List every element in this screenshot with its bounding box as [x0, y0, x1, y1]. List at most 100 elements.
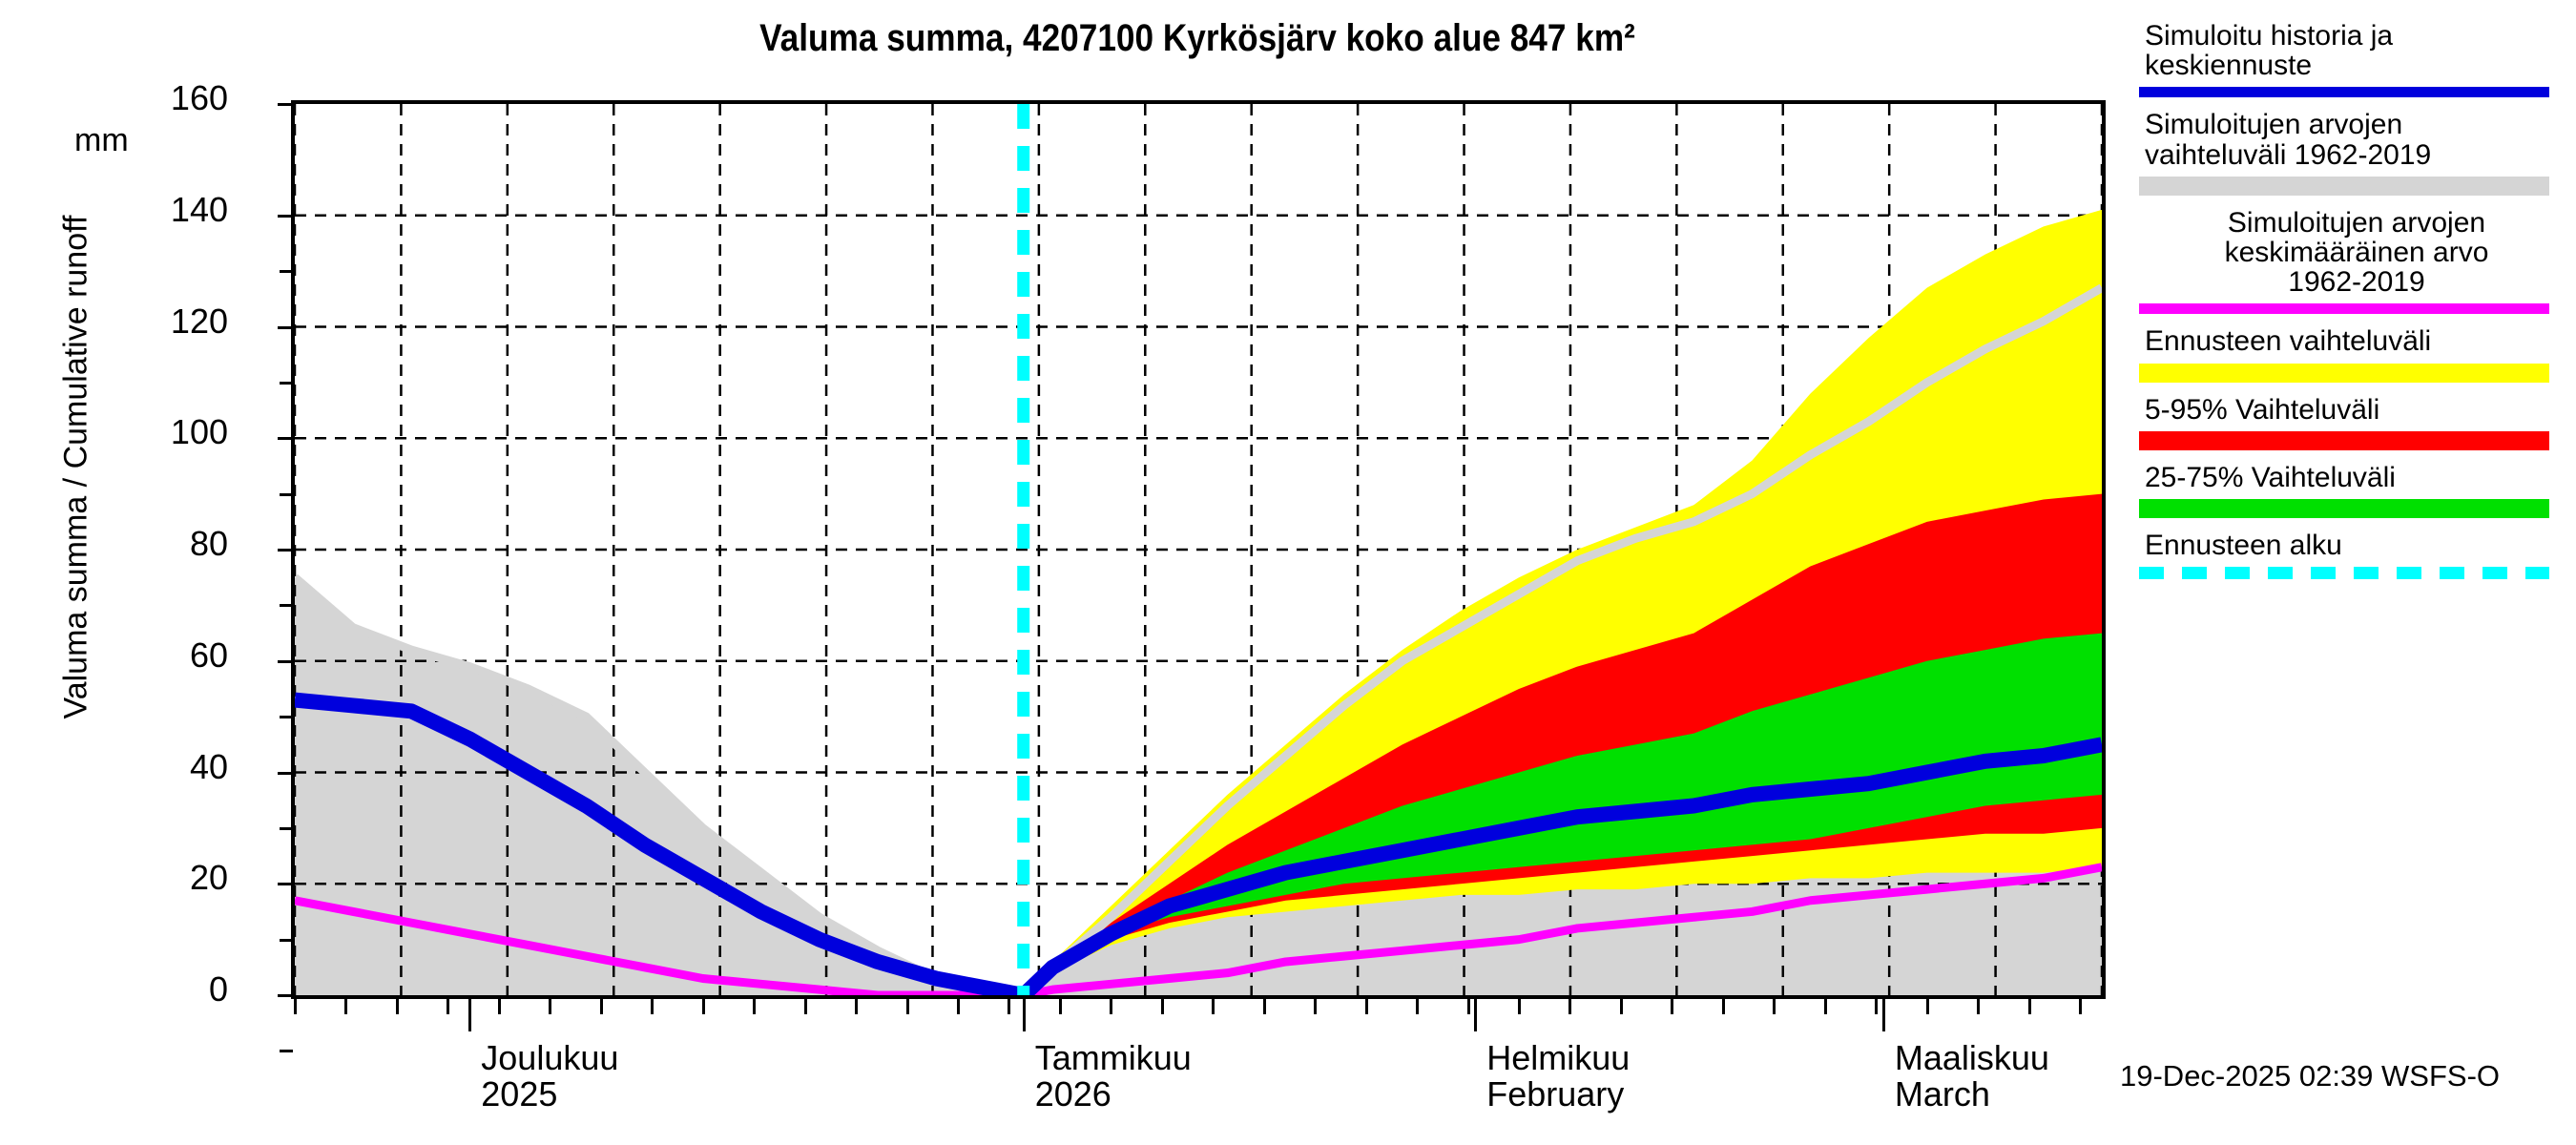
legend-item-2[interactable]: Simuloitujen arvojen keskimääräinen arvo… — [2139, 208, 2568, 315]
x-tick-minor — [905, 999, 909, 1014]
x-tick-minor — [1110, 999, 1113, 1014]
y-tick-mark — [278, 437, 295, 441]
y-tick-label: 0 — [208, 969, 228, 1009]
x-tick-minor — [651, 999, 654, 1014]
chart-title: Valuma summa, 4207100 Kyrkösjärv koko al… — [759, 17, 1635, 59]
y-tick-label: 60 — [189, 635, 228, 675]
y-tick-mark-minor — [280, 381, 293, 385]
x-tick-minor — [1568, 999, 1572, 1014]
y-tick-mark — [278, 771, 295, 775]
y-tick-mark — [278, 659, 295, 663]
x-tick-minor — [1721, 999, 1725, 1014]
x-axis-label-1: Tammikuu 2026 — [1035, 1040, 1192, 1113]
y-tick-mark — [278, 214, 295, 218]
x-axis-label-sub: 2025 — [481, 1073, 558, 1114]
legend-label: Ennusteen vaihteluväli — [2145, 325, 2432, 358]
y-tick-label: 100 — [170, 412, 228, 452]
chart-legend: Simuloitu historia ja keskiennuste Simulo… — [2139, 21, 2568, 592]
x-tick-major — [1022, 999, 1026, 1031]
legend-item-0[interactable]: Simuloitu historia ja keskiennuste — [2139, 20, 2568, 98]
y-tick-mark — [278, 883, 295, 886]
y-tick-mark-minor — [280, 492, 293, 496]
y-tick-label: 20 — [189, 858, 228, 898]
x-axis-label-3: Maaliskuu March — [1895, 1040, 2049, 1113]
legend-swatch-band — [2139, 176, 2549, 196]
x-tick-minor — [344, 999, 348, 1014]
x-tick-minor — [1160, 999, 1164, 1014]
x-axis-label-0: Joulukuu 2025 — [481, 1040, 618, 1113]
x-tick-minor — [1466, 999, 1470, 1014]
x-axis-label-month: Tammikuu — [1034, 1038, 1192, 1077]
x-tick-minor — [1773, 999, 1776, 1014]
x-tick-minor — [1212, 999, 1215, 1014]
x-tick-major — [1881, 999, 1885, 1031]
chart-canvas — [295, 104, 2102, 995]
y-tick-mark-minor — [280, 716, 293, 719]
x-tick-minor — [1671, 999, 1674, 1014]
x-tick-minor — [803, 999, 807, 1014]
y-axis-unit: mm — [74, 122, 129, 158]
legend-swatch-band — [2139, 498, 2549, 518]
legend-swatch-line — [2139, 303, 2549, 315]
x-tick-minor — [395, 999, 399, 1014]
x-axis-label-sub: February — [1486, 1073, 1625, 1114]
y-tick-mark-minor — [280, 270, 293, 274]
x-tick-minor — [294, 999, 297, 1014]
legend-swatch-band — [2139, 430, 2549, 450]
x-tick-minor — [1416, 999, 1420, 1014]
x-axis-label-2: Helmikuu February — [1486, 1040, 1630, 1113]
legend-swatch-line — [2139, 87, 2549, 98]
y-tick-mark-minor — [280, 938, 293, 942]
y-tick-mark — [278, 103, 295, 106]
plot-area[interactable] — [291, 100, 2106, 999]
x-axis-label-month: Joulukuu — [481, 1038, 619, 1077]
legend-swatch-band — [2139, 363, 2549, 383]
y-tick-mark — [278, 549, 295, 552]
x-tick-minor — [2027, 999, 2031, 1014]
y-tick-label: 140 — [170, 189, 228, 229]
legend-label: Simuloitu historia ja keskiennuste — [2145, 20, 2394, 82]
legend-item-6[interactable]: Ennusteen alku — [2139, 529, 2568, 580]
footer-timestamp: 19-Dec-2025 02:39 WSFS-O — [2120, 1059, 2501, 1093]
x-tick-minor — [1925, 999, 1929, 1014]
legend-label: Ennusteen alku — [2145, 529, 2342, 561]
x-tick-minor — [855, 999, 859, 1014]
y-tick-mark — [278, 994, 295, 997]
legend-item-5[interactable]: 25-75% Vaihteluväli — [2139, 461, 2568, 518]
x-tick-minor — [1314, 999, 1318, 1014]
line-simulated-range-upper — [295, 283, 2102, 995]
y-tick-label: 80 — [189, 524, 228, 563]
x-tick-minor — [1875, 999, 1879, 1014]
line-simulated-history-forecast — [295, 692, 2102, 995]
x-axis-label-month: Maaliskuu — [1894, 1038, 2049, 1077]
x-tick-minor — [1977, 999, 1981, 1014]
legend-label: 5-95% Vaihteluväli — [2145, 393, 2380, 426]
x-tick-minor — [1364, 999, 1368, 1014]
x-tick-minor — [1518, 999, 1522, 1014]
x-tick-minor — [1262, 999, 1266, 1014]
x-axis-label-sub: 2026 — [1034, 1073, 1111, 1114]
x-tick-minor — [2079, 999, 2083, 1014]
legend-label: Simuloitujen arvojen vaihteluväli 1962-2… — [2145, 109, 2432, 171]
x-tick-major — [1474, 999, 1478, 1031]
x-tick-minor — [447, 999, 450, 1014]
x-axis-label-month: Helmikuu — [1486, 1038, 1631, 1077]
line-simulated-mean — [295, 863, 2102, 995]
x-tick-minor — [701, 999, 705, 1014]
y-tick-mark-minor — [280, 604, 293, 608]
y-tick-label: 160 — [170, 78, 228, 117]
y-tick-label: 40 — [189, 746, 228, 786]
legend-item-3[interactable]: Ennusteen vaihteluväli — [2139, 325, 2568, 383]
legend-label: Simuloitujen arvojen keskimääräinen arvo… — [2224, 206, 2489, 299]
y-tick-mark-minor — [280, 826, 293, 830]
legend-label: 25-75% Vaihteluväli — [2145, 461, 2396, 493]
x-tick-major — [468, 999, 472, 1031]
x-tick-minor — [753, 999, 757, 1014]
y-tick-mark-minor — [280, 1050, 293, 1053]
legend-item-4[interactable]: 5-95% Vaihteluväli — [2139, 393, 2568, 450]
x-tick-minor — [497, 999, 501, 1014]
x-tick-minor — [1619, 999, 1623, 1014]
y-tick-label: 120 — [170, 301, 228, 341]
y-tick-mark — [278, 325, 295, 329]
legend-item-1[interactable]: Simuloitujen arvojen vaihteluväli 1962-2… — [2139, 109, 2568, 196]
